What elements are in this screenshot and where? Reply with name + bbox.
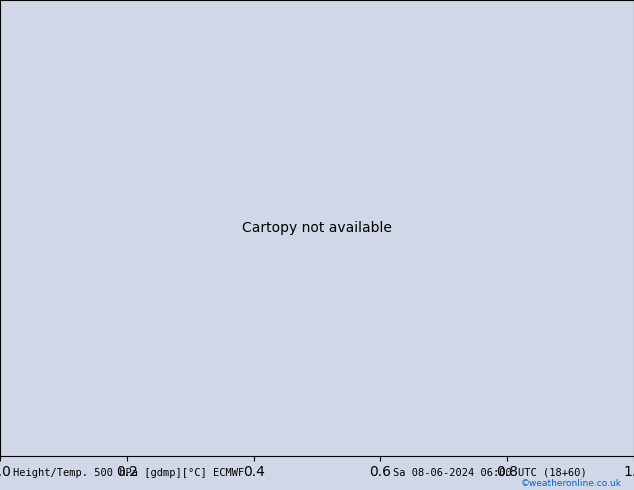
Text: Height/Temp. 500 hPa [gdmp][°C] ECMWF: Height/Temp. 500 hPa [gdmp][°C] ECMWF — [13, 468, 244, 478]
Text: Cartopy not available: Cartopy not available — [242, 221, 392, 235]
Text: Sa 08-06-2024 06:00 UTC (18+60): Sa 08-06-2024 06:00 UTC (18+60) — [393, 468, 587, 478]
Text: ©weatheronline.co.uk: ©weatheronline.co.uk — [521, 479, 621, 488]
